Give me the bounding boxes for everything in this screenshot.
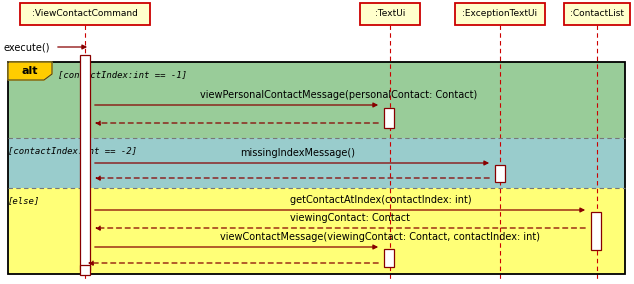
- Bar: [80, 265, 90, 275]
- Text: :TextUi: :TextUi: [375, 9, 405, 18]
- Text: :ExceptionTextUi: :ExceptionTextUi: [462, 9, 538, 18]
- Bar: [8, 188, 625, 274]
- Bar: [8, 138, 625, 188]
- Text: [else]: [else]: [8, 196, 40, 205]
- Bar: [80, 55, 90, 270]
- Bar: [455, 3, 545, 25]
- Bar: [495, 165, 505, 182]
- Bar: [384, 108, 394, 128]
- Text: viewingContact: Contact: viewingContact: Contact: [290, 213, 410, 223]
- Text: viewContactMessage(viewingContact: Contact, contactIndex: int): viewContactMessage(viewingContact: Conta…: [220, 232, 540, 242]
- Text: missingIndexMessage(): missingIndexMessage(): [240, 148, 355, 158]
- Polygon shape: [8, 62, 52, 80]
- Text: [contactIndex:int == -2]: [contactIndex:int == -2]: [8, 146, 137, 155]
- Bar: [360, 3, 420, 25]
- Text: alt: alt: [22, 66, 38, 76]
- Bar: [8, 62, 625, 138]
- Text: :ViewContactCommand: :ViewContactCommand: [32, 9, 138, 18]
- Text: [contactIndex:int == -1]: [contactIndex:int == -1]: [58, 70, 187, 79]
- Bar: [564, 3, 630, 25]
- Bar: [591, 212, 601, 250]
- Text: viewPersonalContactMessage(personalContact: Contact): viewPersonalContactMessage(personalConta…: [200, 90, 477, 100]
- Text: getContactAtIndex(contactIndex: int): getContactAtIndex(contactIndex: int): [290, 195, 472, 205]
- Bar: [8, 62, 625, 274]
- Text: execute(): execute(): [4, 42, 51, 52]
- Bar: [20, 3, 150, 25]
- Text: :ContactList: :ContactList: [570, 9, 624, 18]
- Bar: [384, 249, 394, 267]
